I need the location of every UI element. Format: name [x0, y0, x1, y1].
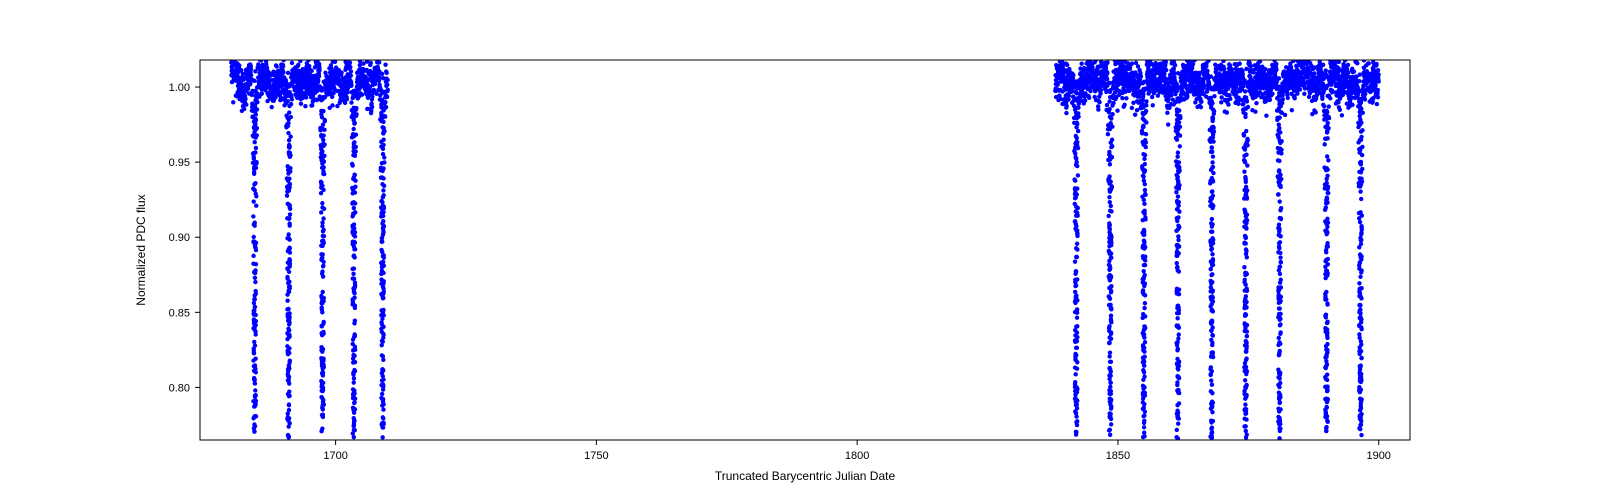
y-tick-label: 0.95 [169, 157, 190, 169]
y-axis-label: Normalized PDC flux [134, 194, 148, 305]
y-tick-label: 0.90 [169, 232, 190, 244]
lightcurve-chart: 1700 1750 1800 1850 1900 Truncated Barycentri… [0, 0, 1600, 500]
x-tick-label: 1900 [1366, 450, 1390, 462]
x-tick-label: 1850 [1106, 450, 1130, 462]
x-tick-label: 1800 [845, 450, 869, 462]
x-tick-label: 1750 [584, 450, 608, 462]
y-tick-label: 0.85 [169, 307, 190, 319]
y-tick-label: 0.80 [169, 382, 190, 394]
x-tick-label: 1700 [323, 450, 347, 462]
x-axis-label: Truncated Barycentric Julian Date [715, 469, 896, 483]
y-tick-label: 1.00 [169, 82, 190, 94]
